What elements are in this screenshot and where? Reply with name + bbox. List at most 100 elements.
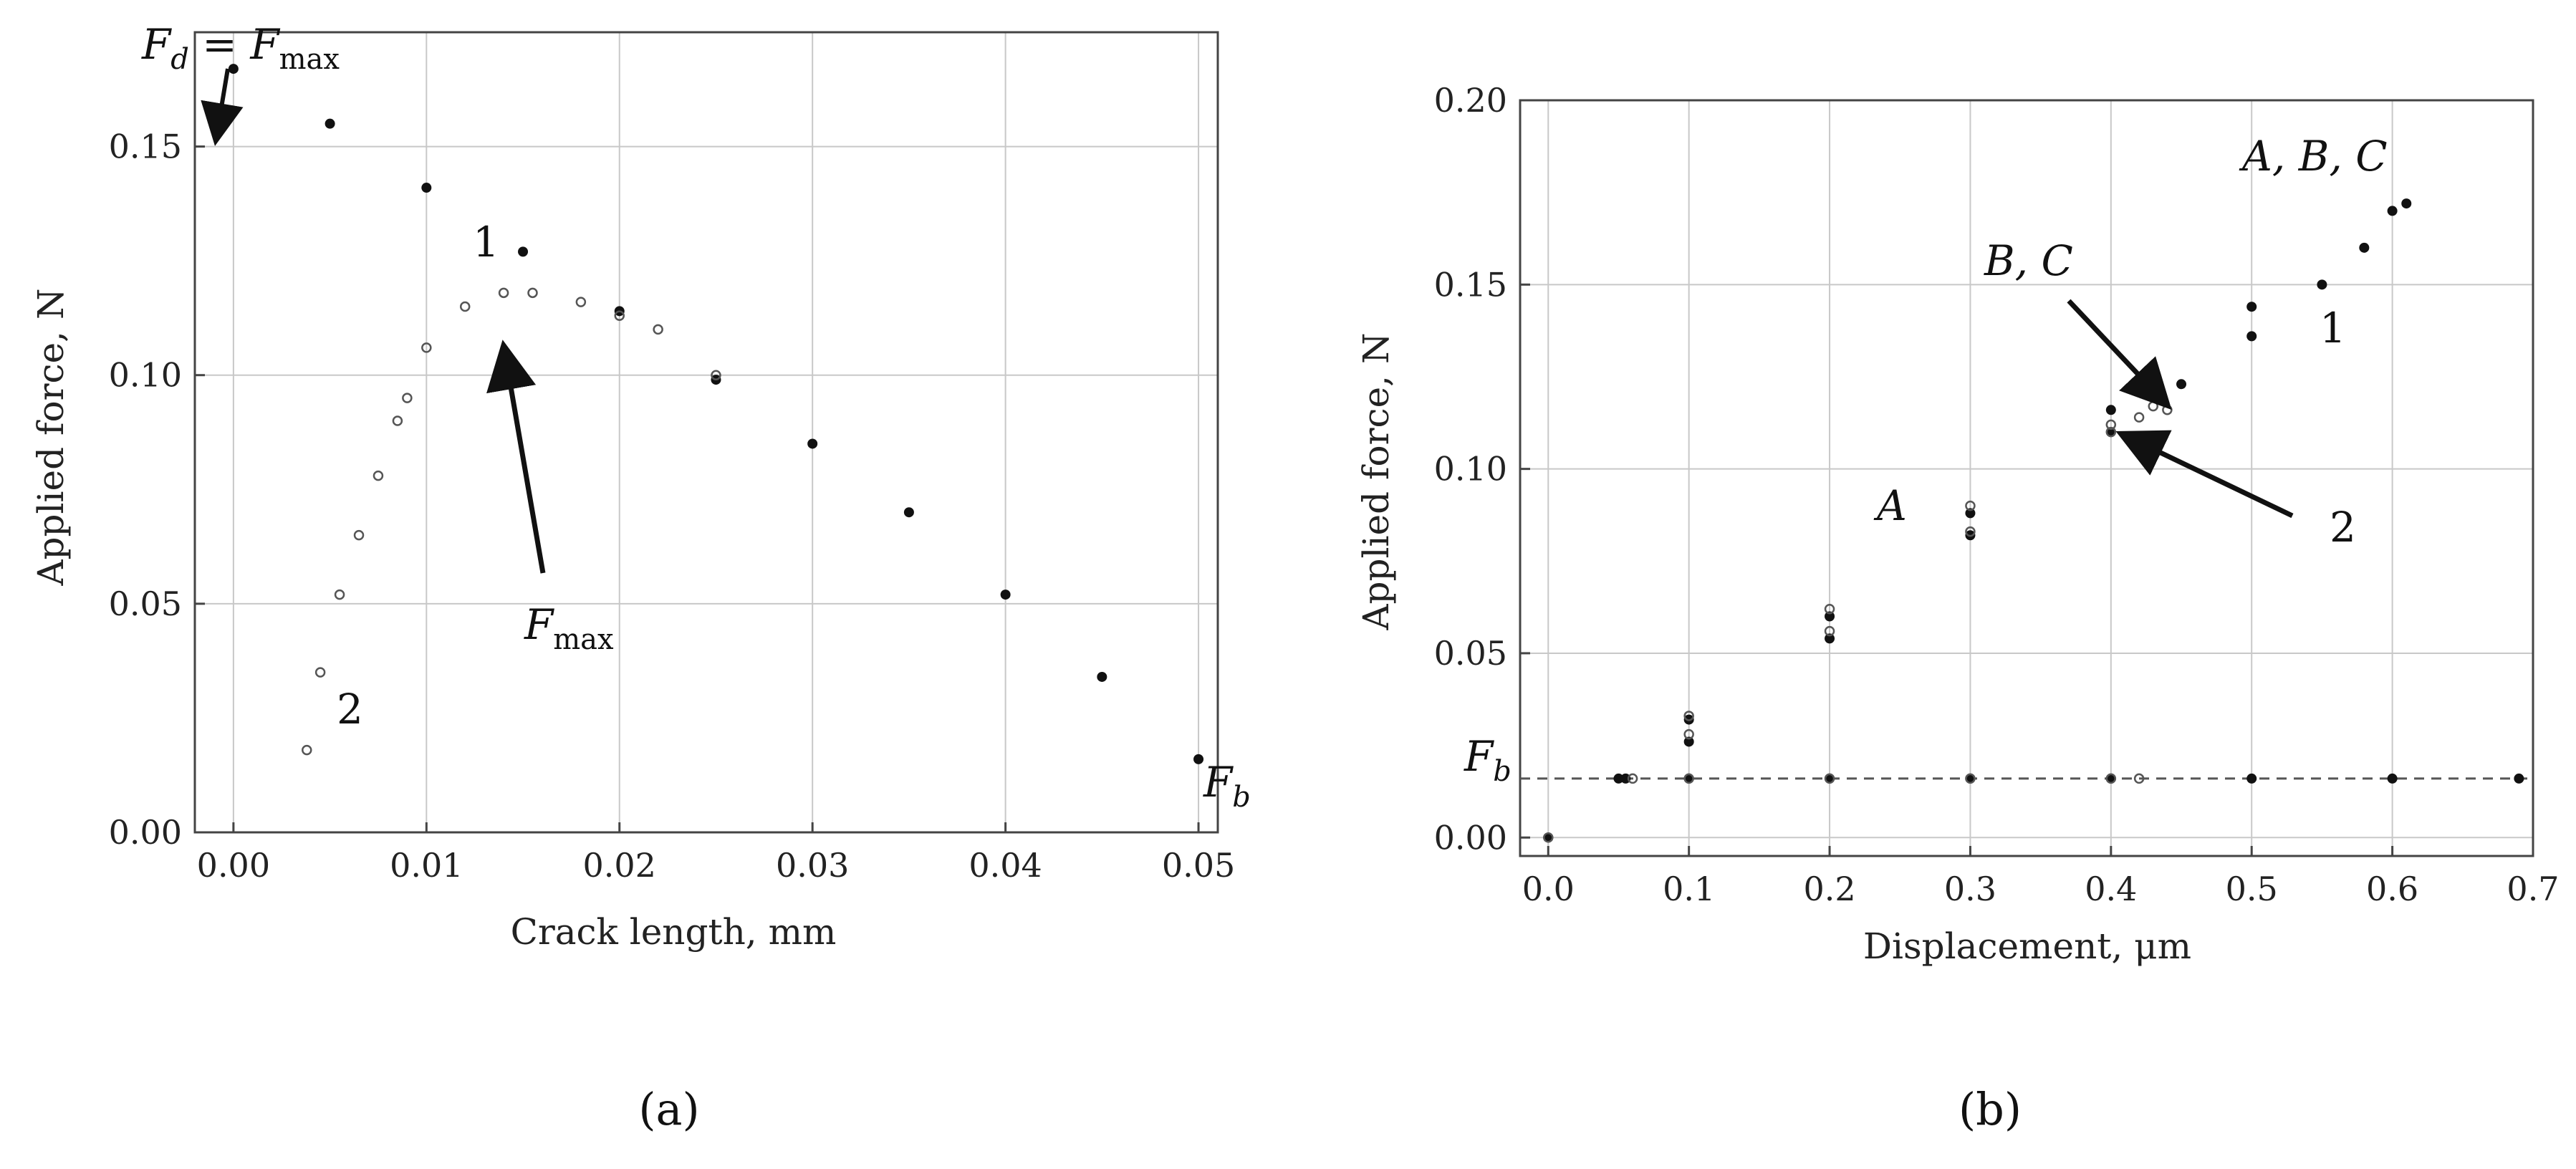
chart-a-annotation-fd-fmax: Fd = Fmax <box>141 20 340 76</box>
chart-b-series-1-point <box>2387 206 2398 216</box>
chart-b-series-1-point <box>1965 508 1976 519</box>
chart-b-annotation-bc: B, C <box>1984 236 2073 285</box>
chart-b-x-label: Displacement, μm <box>1863 925 2191 967</box>
chart-b-series-2-point <box>2105 773 2117 784</box>
chart-a-series-2-point <box>459 301 471 312</box>
chart-b-arrow-bc <box>2067 299 2172 410</box>
chart-b-series-2-point <box>2133 773 2145 784</box>
chart-b-x-tick-label: 0.3 <box>1944 870 1996 908</box>
chart-a-x-ticks: 0.00 0.01 0.02 0.03 0.04 0.05 <box>197 822 1235 885</box>
chart-a-series-2-point <box>498 287 509 299</box>
chart-b-series-1-point <box>2317 279 2327 290</box>
chart-a-x-label: Crack length, mm <box>511 911 837 953</box>
chart-b-y-tick-label: 0.10 <box>1434 450 1507 489</box>
chart-b-series-2-point <box>2148 400 2158 412</box>
chart-b-series-1-point <box>1825 633 1835 644</box>
chart-a-y-tick-label: 0.10 <box>109 356 182 395</box>
chart-b-series-1-point <box>2105 405 2116 415</box>
chart-b-series-2-point <box>2162 405 2173 415</box>
chart-a-x-tick-label: 0.01 <box>390 846 463 885</box>
chart-b-series-1-point <box>2246 302 2257 312</box>
chart-a-series-2-point <box>392 415 403 426</box>
chart-a-series-2-point <box>711 370 721 380</box>
chart-a-annotation-fb: Fb <box>1203 758 1251 814</box>
chart-b-arrow-2 <box>2115 430 2294 519</box>
chart-a-series-label-1: 1 <box>473 218 499 266</box>
chart-b-frame <box>1519 99 2534 857</box>
chart-a-series-2-point <box>614 310 625 321</box>
chart-a-panel-label: (a) <box>638 1083 699 1135</box>
chart-a-y-tick-label: 0.00 <box>109 813 182 852</box>
chart-b-annotation-fb: Fb <box>1464 732 1512 788</box>
chart-b-series-2-point <box>2105 426 2117 438</box>
chart-a-series-1-point <box>228 64 239 74</box>
chart-b-grid <box>1520 100 2534 856</box>
chart-b-series-label-2: 2 <box>2330 503 2356 552</box>
chart-b-series-2-point <box>1683 711 1694 721</box>
chart-b-y-label: Applied force, N <box>1355 332 1397 630</box>
chart-a-series-1-point <box>903 507 914 518</box>
chart-a-y-ticks: 0.00 0.05 0.10 0.15 <box>109 128 205 852</box>
chart-b-y-tick-label: 0.20 <box>1434 81 1507 120</box>
chart-b-series-2-point <box>1965 500 1976 511</box>
chart-b-y-tick-label: 0.05 <box>1434 634 1507 673</box>
chart-b-series-1-point <box>2176 379 2187 390</box>
chart-b-y-tick-label: 0.15 <box>1434 265 1507 304</box>
chart-b-series-1-point <box>2514 773 2524 784</box>
chart-b-series-2-point <box>2133 412 2145 423</box>
chart-b-y-tick-label: 0.00 <box>1434 818 1507 857</box>
chart-b-x-tick-label: 0.6 <box>2366 870 2418 908</box>
chart-b-series-1-point <box>2246 331 2257 342</box>
chart-b-x-tick-label: 0.7 <box>2507 870 2559 908</box>
chart-a-series-label-2: 2 <box>337 685 363 733</box>
chart-b-annotation-abc: A, B, C <box>2239 132 2388 181</box>
chart-b-series-2-point <box>2105 419 2117 430</box>
chart-a-y-tick-label: 0.15 <box>109 128 182 166</box>
chart-a-frame <box>193 31 1219 834</box>
chart-b-series-2-point <box>1965 526 1976 537</box>
chart-a-series-2-point <box>575 297 587 307</box>
chart-a-series-1-point <box>1000 590 1011 600</box>
chart-b-x-tick-label: 0.5 <box>2226 870 2278 908</box>
chart-a-series-2-point <box>527 287 538 299</box>
chart-b: 0.0 0.1 0.2 0.3 0.4 0.5 0.6 0.7 0.00 0.05 0.10 0.1… <box>1355 81 2560 1135</box>
chart-a-x-tick-label: 0.05 <box>1162 846 1235 885</box>
chart-a-series-1-point <box>518 246 529 257</box>
chart-b-series-1 <box>1543 198 2524 843</box>
chart-a-x-tick-label: 0.00 <box>197 846 270 885</box>
chart-b-series-2-point <box>1543 832 1554 843</box>
chart-b-series-1-point <box>2359 242 2370 253</box>
chart-b-x-tick-label: 0.0 <box>1522 870 1575 908</box>
chart-a-series-2-point <box>373 470 384 481</box>
chart-a-annotation-fmax: Fmax <box>524 600 614 656</box>
chart-b-series-1-point <box>2387 773 2398 784</box>
chart-b-series-2-point <box>1683 728 1694 740</box>
chart-b-series-2-point <box>1965 773 1976 784</box>
chart-b-series-2-point <box>1627 773 1638 784</box>
chart-b-series-1-point <box>2246 773 2257 784</box>
chart-a-series-1-point <box>325 118 335 129</box>
chart-b-x-tick-label: 0.4 <box>2085 870 2137 908</box>
chart-b-series-2-point <box>1824 625 1835 637</box>
chart-b-x-tick-label: 0.2 <box>1803 870 1855 908</box>
chart-b-series-label-1: 1 <box>2320 304 2346 352</box>
chart-b-series-1-point <box>1683 736 1694 747</box>
chart-a-series-2-point <box>334 589 345 600</box>
chart-b-series-2-point <box>1824 773 1835 784</box>
chart-b-series-1-point <box>1613 773 1624 784</box>
chart-b-annotation-a: A <box>1873 481 1907 530</box>
chart-a-series-1-point <box>1193 754 1204 764</box>
chart-b-x-ticks: 0.0 0.1 0.2 0.3 0.4 0.5 0.6 0.7 <box>1522 846 2560 908</box>
chart-a-series-2-point <box>653 324 663 335</box>
chart-a-y-tick-label: 0.05 <box>109 584 182 623</box>
chart-a-arrow-fmax <box>486 340 546 574</box>
chart-a-x-tick-label: 0.04 <box>969 846 1042 885</box>
chart-b-series-1-point <box>2401 198 2412 209</box>
chart-a-arrow-fd <box>201 68 244 146</box>
chart-b-panel-label: (b) <box>1959 1083 2022 1135</box>
chart-a-x-tick-label: 0.02 <box>583 846 656 885</box>
chart-a-y-label: Applied force, N <box>30 288 72 586</box>
chart-a-series-1 <box>228 64 1204 764</box>
chart-a-series-2-point <box>421 342 432 353</box>
